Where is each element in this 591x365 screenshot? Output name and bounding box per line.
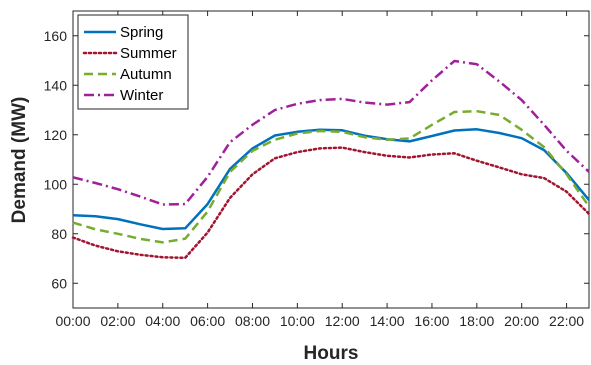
x-axis-label: Hours bbox=[304, 343, 359, 364]
y-tick-label: 120 bbox=[44, 127, 68, 143]
series-line-winter bbox=[72, 59, 590, 206]
y-tick-label: 160 bbox=[44, 28, 68, 44]
x-tick-label: 14:00 bbox=[370, 313, 405, 329]
legend-label-summer: Summer bbox=[120, 45, 177, 62]
y-tick-label: 140 bbox=[44, 77, 68, 93]
x-tick-label: 10:00 bbox=[280, 313, 315, 329]
y-tick-label: 60 bbox=[51, 275, 67, 291]
legend-label-autumn: Autumn bbox=[120, 66, 172, 83]
series-lines bbox=[71, 59, 591, 260]
series-line-summer bbox=[71, 146, 591, 260]
series-line-spring bbox=[72, 128, 590, 231]
x-tick-label: 16:00 bbox=[414, 313, 449, 329]
x-tick-label: 00:00 bbox=[55, 313, 90, 329]
x-tick-label: 08:00 bbox=[235, 313, 270, 329]
y-tick-label: 100 bbox=[44, 176, 68, 192]
x-tick-label: 02:00 bbox=[100, 313, 135, 329]
x-tick-label: 04:00 bbox=[145, 313, 180, 329]
legend-label-winter: Winter bbox=[120, 87, 163, 104]
y-axis-label: Demand (MW) bbox=[9, 97, 30, 224]
legend: Spring Summer Autumn Winter bbox=[77, 14, 189, 110]
x-tick-label: 06:00 bbox=[190, 313, 225, 329]
legend-label-spring: Spring bbox=[120, 24, 163, 41]
y-tick-label: 80 bbox=[51, 226, 67, 242]
x-tick-label: 22:00 bbox=[549, 313, 584, 329]
x-tick-label: 20:00 bbox=[504, 313, 539, 329]
x-tick-label: 18:00 bbox=[459, 313, 494, 329]
series-line-autumn bbox=[72, 109, 591, 244]
legend-box bbox=[77, 14, 189, 110]
x-tick-label: 12:00 bbox=[325, 313, 360, 329]
tick-labels: 00:00 02:00 04:00 06:00 08:00 10:00 12:00 14:00… bbox=[44, 28, 585, 329]
